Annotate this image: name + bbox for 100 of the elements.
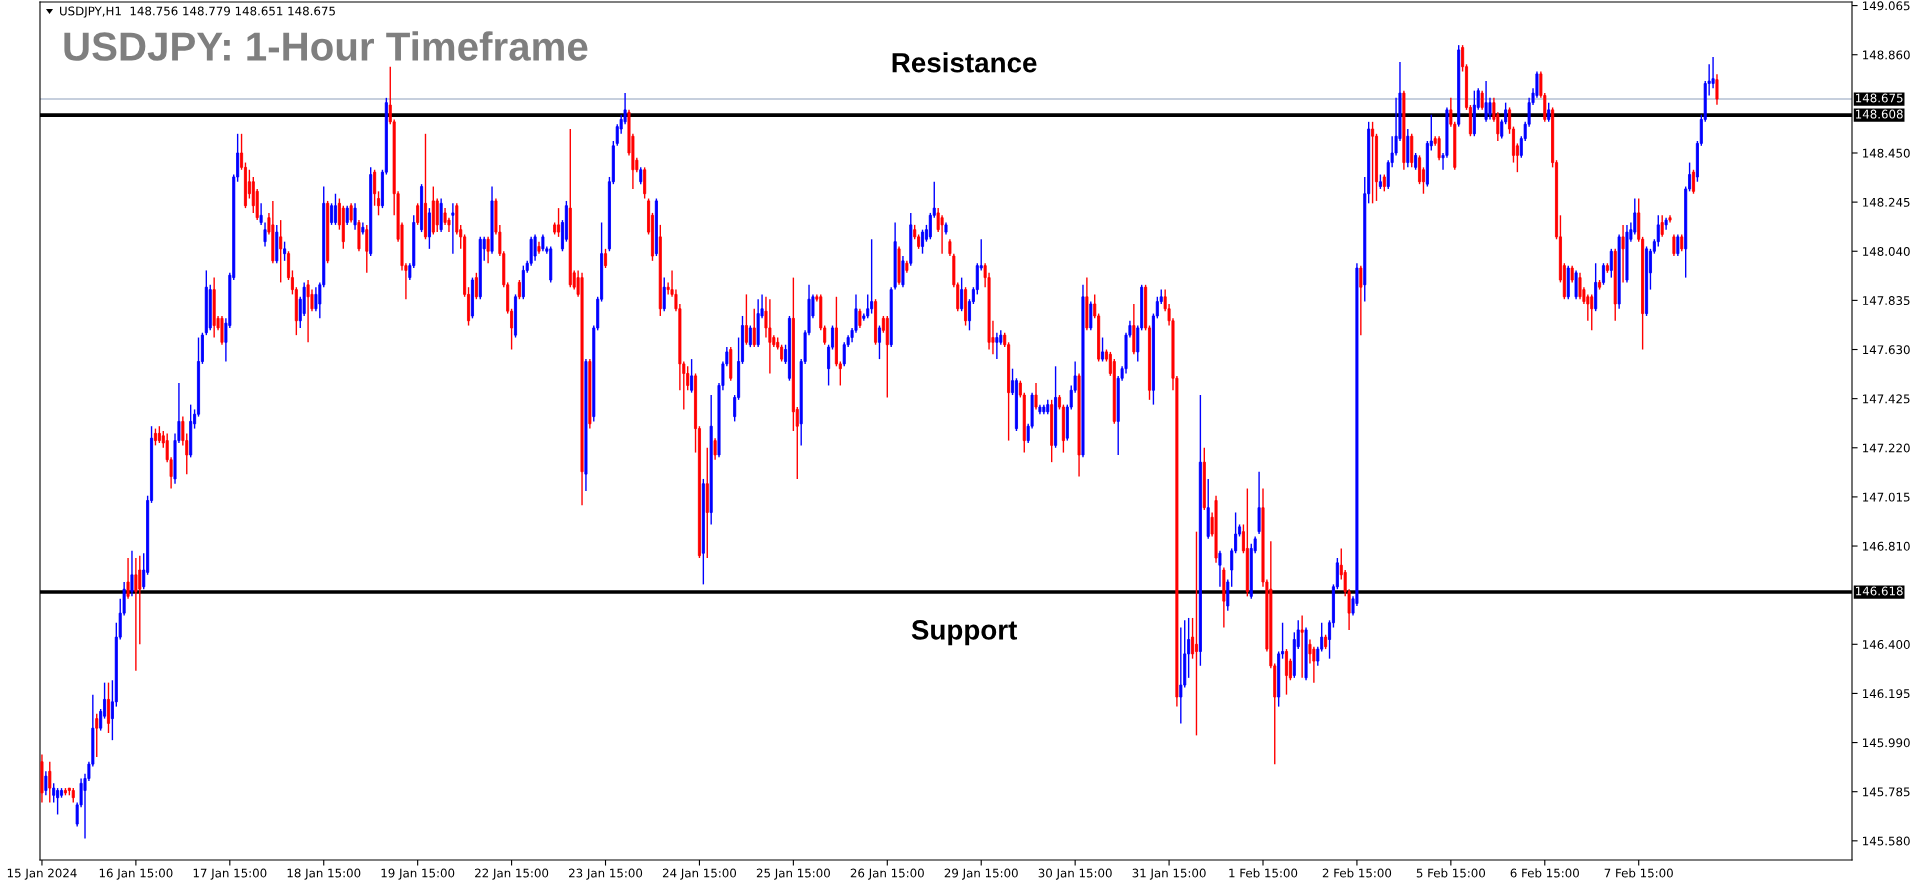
y-tick-label: 146.400 bbox=[1863, 640, 1910, 649]
candlestick bbox=[279, 219, 283, 284]
x-tick-label: 15 Jan 2024 bbox=[7, 868, 77, 880]
y-tick-label: 146.810 bbox=[1863, 541, 1910, 551]
candlestick bbox=[858, 308, 862, 329]
candlestick bbox=[533, 233, 537, 262]
x-tick-label: 16 Jan 15:00 bbox=[99, 868, 173, 880]
ref-line-label: 148.675 bbox=[1856, 93, 1903, 103]
x-tick-label: 6 Feb 15:00 bbox=[1510, 868, 1579, 878]
candlestick bbox=[604, 248, 608, 269]
candlestick bbox=[1300, 614, 1304, 679]
candlestick bbox=[1437, 135, 1441, 161]
candlestick bbox=[130, 550, 134, 598]
candlestick bbox=[48, 761, 52, 804]
candlestick bbox=[1621, 224, 1625, 284]
candlestick bbox=[330, 202, 334, 226]
candlestick bbox=[1488, 97, 1492, 121]
candlestick bbox=[1101, 336, 1105, 363]
candlestick bbox=[517, 279, 521, 300]
x-tick-label: 5 Feb 15:00 bbox=[1416, 868, 1486, 878]
candlestick bbox=[1676, 233, 1680, 257]
x-tick-label: 2 Feb 15:00 bbox=[1322, 868, 1392, 878]
candlestick bbox=[95, 713, 99, 758]
y-tick-label: 149.065 bbox=[1863, 1, 1910, 11]
candlestick bbox=[901, 255, 905, 288]
y-tick-label: 147.630 bbox=[1863, 345, 1910, 355]
candlestick bbox=[1191, 617, 1195, 660]
candlestick bbox=[768, 298, 772, 375]
candlestick bbox=[126, 557, 130, 600]
candlestick bbox=[752, 308, 756, 348]
candlestick bbox=[1194, 530, 1198, 737]
x-tick-label: 19 Jan 15:00 bbox=[381, 868, 455, 880]
x-tick-label: 24 Jan 15:00 bbox=[662, 868, 737, 880]
ref-line-label: 148.608 bbox=[1856, 109, 1903, 119]
x-tick-label: 18 Jan 15:00 bbox=[287, 868, 361, 880]
candlestick bbox=[1218, 550, 1222, 588]
candlestick bbox=[1609, 248, 1613, 279]
y-tick-label: 145.990 bbox=[1863, 738, 1910, 748]
candlestick bbox=[1660, 214, 1664, 238]
candlestick bbox=[744, 293, 748, 346]
candlestick bbox=[353, 202, 357, 231]
candlestick bbox=[686, 365, 690, 391]
y-tick-label: 148.040 bbox=[1863, 246, 1910, 256]
candlestick bbox=[866, 293, 870, 320]
candlestick bbox=[373, 169, 377, 207]
x-tick-label: 31 Jan 15:00 bbox=[1132, 868, 1206, 880]
candlestick bbox=[877, 324, 881, 360]
x-tick-label: 17 Jan 15:00 bbox=[193, 868, 267, 880]
annotation: Resistance bbox=[892, 52, 1037, 73]
candlestick bbox=[486, 236, 490, 264]
x-tick-label: 26 Jan 15:00 bbox=[850, 868, 924, 880]
y-tick-label: 148.245 bbox=[1863, 197, 1910, 207]
candlestick bbox=[690, 358, 694, 394]
candlestick bbox=[416, 202, 420, 226]
candlestick bbox=[1578, 272, 1582, 300]
x-tick-label: 23 Jan 15:00 bbox=[569, 868, 643, 880]
candlestick bbox=[1484, 80, 1488, 123]
y-tick-label: 146.195 bbox=[1863, 689, 1910, 699]
annotation: Support bbox=[911, 620, 1018, 646]
candlestick bbox=[1574, 269, 1578, 300]
candlestick bbox=[1672, 233, 1676, 257]
candlestick bbox=[134, 557, 138, 672]
candlestick bbox=[1656, 214, 1660, 248]
candlestick bbox=[427, 207, 431, 250]
x-tick-label: 30 Jan 15:00 bbox=[1038, 868, 1112, 880]
y-tick-label: 148.860 bbox=[1863, 50, 1910, 60]
y-tick-label: 147.835 bbox=[1863, 296, 1910, 306]
candlestick bbox=[1371, 121, 1375, 205]
candlestick bbox=[333, 193, 337, 226]
candlestick bbox=[349, 202, 353, 224]
ref-line-label: 146.618 bbox=[1856, 586, 1903, 596]
candlestick bbox=[377, 190, 381, 216]
candlestick bbox=[940, 214, 944, 255]
candlestick bbox=[1418, 154, 1422, 185]
candlestick bbox=[56, 787, 60, 816]
x-tick-label: 25 Jan 15:00 bbox=[756, 868, 830, 880]
candlestick bbox=[1284, 648, 1288, 696]
y-tick-label: 148.450 bbox=[1863, 148, 1910, 158]
x-tick-label: 22 Jan 15:00 bbox=[475, 868, 549, 880]
y-tick-label: 145.580 bbox=[1863, 836, 1910, 846]
candlestick bbox=[474, 272, 478, 300]
candlestick bbox=[44, 770, 48, 796]
x-tick-label: 7 Feb 15:00 bbox=[1604, 868, 1673, 878]
candlestick bbox=[345, 205, 349, 226]
candlestick bbox=[1691, 169, 1696, 195]
text: USDJPY: 1-Hour Timeframe bbox=[64, 31, 588, 61]
candlestick bbox=[1480, 89, 1484, 111]
candlestick bbox=[995, 332, 999, 360]
candlestick bbox=[220, 315, 224, 346]
y-tick-label: 147.425 bbox=[1863, 394, 1910, 404]
candlestick bbox=[283, 240, 287, 262]
candlestick bbox=[1590, 293, 1594, 332]
candlestick bbox=[1715, 73, 1719, 106]
candlestick bbox=[1547, 101, 1551, 123]
candlestick bbox=[306, 279, 310, 344]
y-tick-label: 147.015 bbox=[1863, 492, 1910, 502]
annotation: USDJPY,H1 148.756 148.779 148.651 148.675 bbox=[60, 6, 335, 18]
candlestick bbox=[451, 202, 455, 255]
candlestick bbox=[643, 166, 647, 200]
candlestick bbox=[1034, 382, 1038, 411]
